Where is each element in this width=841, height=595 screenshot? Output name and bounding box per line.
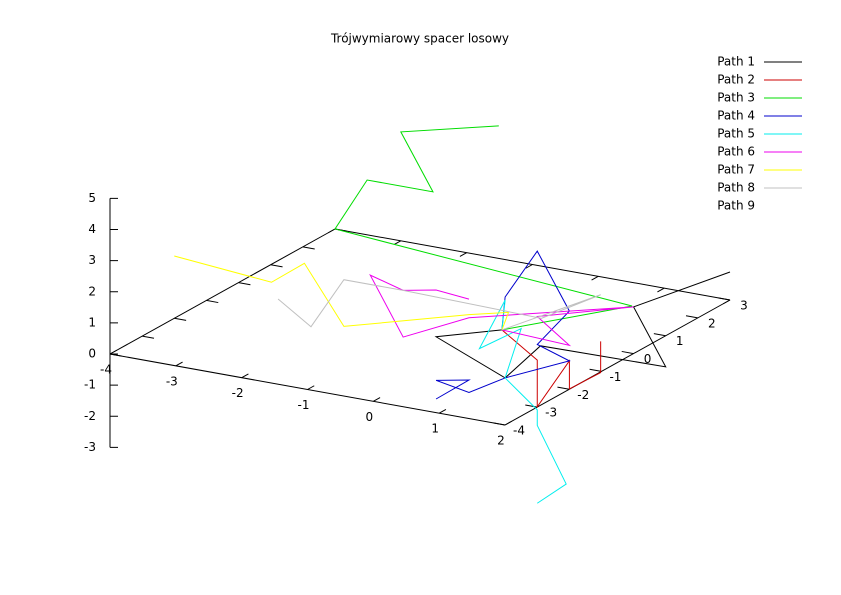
y-tick: [589, 368, 602, 372]
z-tick-label: 2: [88, 284, 96, 298]
y-tick: [685, 315, 698, 319]
x-tick-label: -2: [232, 386, 244, 400]
y-axis: [504, 299, 731, 426]
z-tick-label: -3: [84, 440, 96, 454]
legend-label: Path 1: [717, 55, 755, 69]
x-tick: [657, 287, 665, 293]
legend-label: Path 3: [717, 91, 755, 105]
y-tick: [525, 404, 538, 408]
x-tick-label: 2: [497, 434, 505, 448]
base-edge: [109, 228, 336, 355]
legend-label: Path 5: [717, 127, 755, 141]
y-tick: [238, 282, 251, 286]
x-tick-label: -1: [298, 398, 310, 412]
z-tick-label: -1: [84, 378, 96, 392]
x-tick: [328, 228, 336, 234]
y-tick-label: -3: [545, 406, 557, 420]
legend-label: Path 7: [717, 163, 755, 177]
y-tick: [653, 333, 666, 337]
x-tick: [109, 349, 117, 355]
x-tick: [241, 373, 249, 379]
y-tick: [206, 299, 219, 304]
y-tick-label: 1: [676, 334, 684, 348]
legend-label: Path 4: [717, 109, 755, 123]
x-tick-label: 1: [431, 422, 439, 436]
legend-label: Path 8: [717, 181, 755, 195]
x-tick: [504, 420, 512, 426]
path-line: [435, 250, 571, 400]
z-tick-label: 0: [88, 347, 96, 361]
y-tick-label: -2: [577, 388, 589, 402]
path-line: [369, 274, 634, 347]
x-tick: [393, 240, 402, 246]
y-tick: [493, 422, 506, 426]
x-tick-label: 0: [366, 410, 374, 424]
x-tick: [723, 299, 731, 305]
x-tick: [307, 385, 315, 390]
y-tick: [718, 297, 731, 301]
legend-label: Path 6: [717, 145, 755, 159]
y-tick: [174, 317, 187, 321]
legend-label: Path 2: [717, 73, 755, 87]
y-tick-label: 2: [708, 316, 716, 330]
path-line: [334, 125, 633, 331]
x-tick: [373, 397, 381, 402]
z-tick-label: 4: [88, 222, 96, 236]
x-tick-label: -4: [100, 363, 112, 377]
chart-title: Trójwymiarowy spacer losowy: [330, 32, 509, 46]
x-tick: [525, 264, 533, 269]
y-tick: [621, 350, 634, 355]
y-tick: [142, 335, 155, 339]
y-tick: [270, 264, 283, 268]
y-tick-label: -4: [513, 424, 525, 438]
x-tick: [459, 252, 467, 257]
path-line: [277, 279, 601, 331]
path-line: [174, 255, 510, 331]
y-tick-label: 3: [740, 299, 748, 313]
z-tick-label: 5: [88, 191, 96, 205]
x-tick-label: -3: [166, 374, 178, 388]
y-tick: [557, 386, 570, 390]
legend-label: Path 9: [717, 199, 755, 213]
z-tick-label: -2: [84, 409, 96, 423]
z-tick-label: 3: [88, 253, 96, 267]
y-tick: [302, 246, 315, 250]
y-tick-label: -1: [609, 370, 621, 384]
x-tick: [591, 275, 599, 281]
x-tick: [438, 408, 447, 414]
y-tick-label: 0: [644, 352, 652, 366]
x-tick: [175, 361, 183, 367]
z-tick-label: 1: [88, 315, 96, 329]
